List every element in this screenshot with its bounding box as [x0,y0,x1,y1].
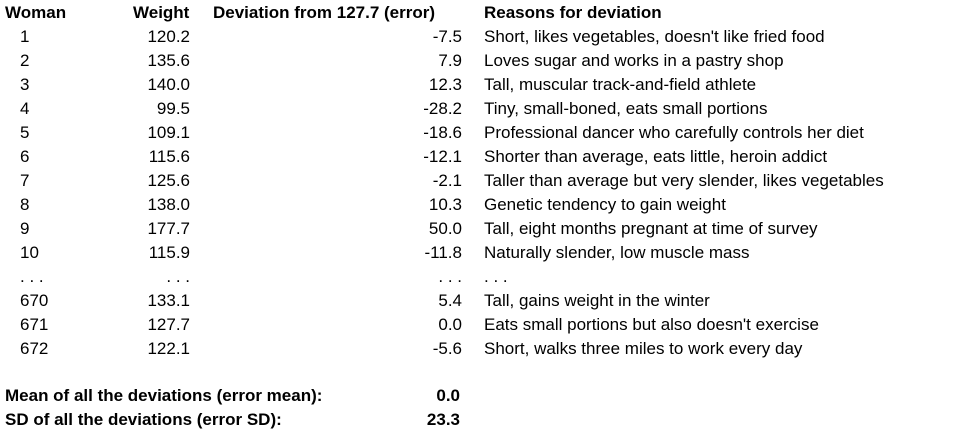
header-cell: Reasons for deviation [484,3,662,22]
reason-cell: Tall, muscular track-and-field athlete [484,75,757,94]
weight-cell: 115.9 [148,243,190,262]
summary-label: Mean of all the deviations (error mean): [5,386,323,405]
reason-cell: Shorter than average, eats little, heroi… [484,147,828,166]
weight-cell: 140.0 [147,75,190,94]
deviation-cell: -2.1 [432,171,462,190]
deviation-cell: 10.3 [428,195,462,214]
reason-cell: . . . [484,267,508,286]
weight-cell: 138.0 [147,195,190,214]
weight-cell: 99.5 [156,99,190,118]
header-cell: Woman [5,3,67,22]
woman-cell: 8 [20,195,30,214]
woman-cell: 7 [20,171,30,190]
woman-cell: 4 [20,99,30,118]
woman-cell: 3 [20,75,30,94]
weight-cell: 177.7 [147,219,190,238]
reason-cell: Tall, eight months pregnant at time of s… [484,219,818,238]
woman-cell: 670 [20,291,49,310]
reason-cell: Genetic tendency to gain weight [484,195,726,214]
summary-value: 0.0 [436,386,460,405]
woman-cell: 5 [20,123,30,142]
reason-cell: Short, walks three miles to work every d… [484,339,803,358]
woman-cell: 6 [20,147,30,166]
deviation-cell: 7.9 [438,51,462,70]
header-cell: Deviation from 127.7 (error) [213,3,436,22]
woman-cell: 671 [20,315,49,334]
deviation-cell: 12.3 [428,75,462,94]
weight-cell: 109.1 [147,123,190,142]
woman-cell: 9 [20,219,30,238]
deviation-cell: -28.2 [423,99,462,118]
weight-cell: 127.7 [147,315,190,334]
woman-cell: 1 [20,27,30,46]
header-cell: Weight [133,3,190,22]
summary-label: SD of all the deviations (error SD): [5,410,282,429]
reason-cell: Tall, gains weight in the winter [484,291,710,310]
weight-cell: 133.1 [147,291,190,310]
deviation-cell: -7.5 [432,27,462,46]
reason-cell: Loves sugar and works in a pastry shop [484,51,784,70]
deviation-cell: -18.6 [423,123,462,142]
reason-cell: Taller than average but very slender, li… [484,171,884,190]
woman-cell: 10 [20,243,39,262]
deviation-cell: 5.4 [438,291,462,310]
deviation-cell: -5.6 [432,339,462,358]
reason-cell: Eats small portions but also doesn't exe… [484,315,819,334]
weight-cell: 122.1 [147,339,190,358]
reason-cell: Short, likes vegetables, doesn't like fr… [484,27,825,46]
reason-cell: Professional dancer who carefully contro… [484,123,864,142]
deviation-cell: -12.1 [423,147,462,166]
deviation-cell: . . . [438,267,462,286]
woman-cell: 2 [20,51,30,70]
reason-cell: Tiny, small-boned, eats small portions [484,99,768,118]
weight-cell: 125.6 [147,171,190,190]
woman-cell: . . . [20,267,44,286]
deviation-cell: 50.0 [428,219,462,238]
deviation-cell: 0.0 [438,315,462,334]
reason-cell: Naturally slender, low muscle mass [484,243,750,262]
weight-cell: . . . [166,267,190,286]
summary-value: 23.3 [426,410,460,429]
weight-cell: 115.6 [148,147,190,166]
woman-cell: 672 [20,339,49,358]
weight-cell: 135.6 [147,51,190,70]
deviation-cell: -11.8 [424,243,463,262]
weight-cell: 120.2 [147,27,190,46]
